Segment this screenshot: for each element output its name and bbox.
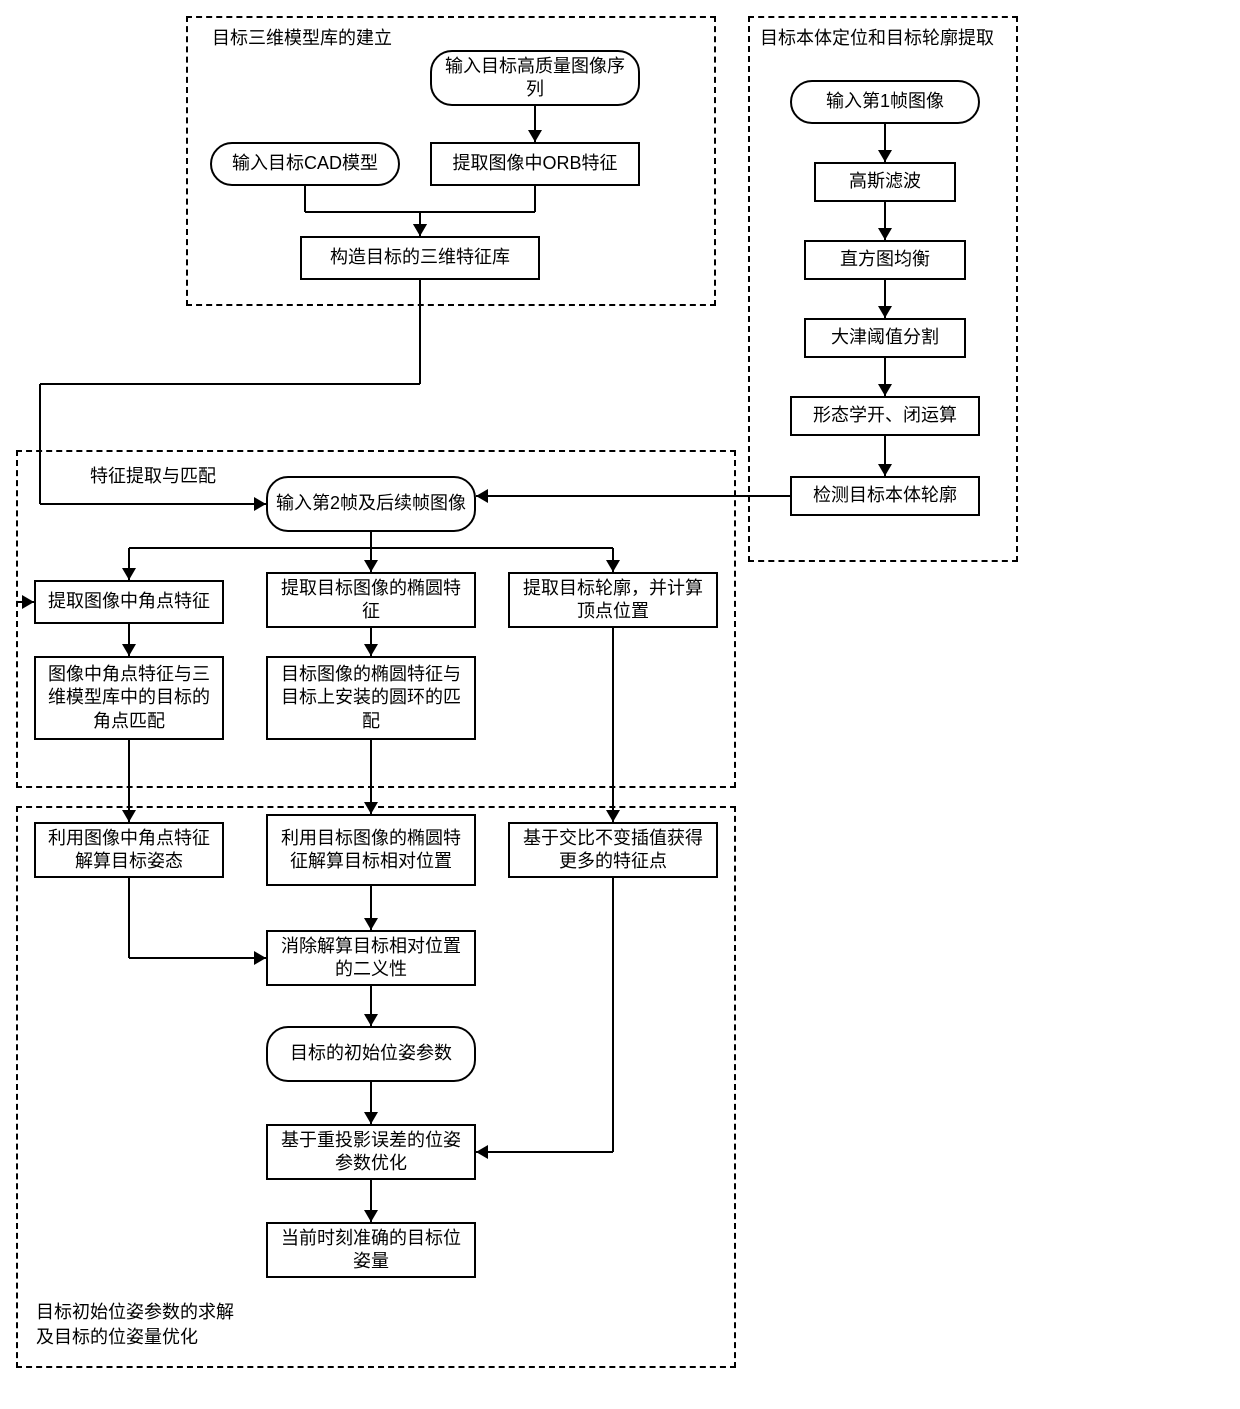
node-n2: 提取图像中ORB特征 — [430, 142, 640, 186]
node-n19: 基于交比不变插值获得更多的特征点 — [508, 822, 718, 878]
node-n5: 输入第1帧图像 — [790, 80, 980, 124]
node-n12: 提取图像中角点特征 — [34, 580, 224, 624]
node-n20: 消除解算目标相对位置的二义性 — [266, 930, 476, 986]
node-n21: 目标的初始位姿参数 — [266, 1026, 476, 1082]
flowchart-canvas: 目标三维模型库的建立 目标本体定位和目标轮廓提取特征提取与匹配目标初始位姿参数的求… — [0, 0, 1240, 1409]
group-title-g4: 目标初始位姿参数的求解及目标的位姿量优化 — [36, 1300, 246, 1350]
node-n9: 形态学开、闭运算 — [790, 396, 980, 436]
group-title-g2: 目标本体定位和目标轮廓提取 — [760, 24, 994, 50]
group-title-g3: 特征提取与匹配 — [90, 462, 216, 488]
node-n18: 利用目标图像的椭圆特征解算目标相对位置 — [266, 814, 476, 886]
node-n17: 利用图像中角点特征解算目标姿态 — [34, 822, 224, 878]
node-n3: 输入目标CAD模型 — [210, 142, 400, 186]
node-n11: 输入第2帧及后续帧图像 — [266, 476, 476, 532]
node-n10: 检测目标本体轮廓 — [790, 476, 980, 516]
node-n7: 直方图均衡 — [804, 240, 966, 280]
node-n1: 输入目标高质量图像序列 — [430, 50, 640, 106]
node-n23: 当前时刻准确的目标位姿量 — [266, 1222, 476, 1278]
node-n4: 构造目标的三维特征库 — [300, 236, 540, 280]
node-n6: 高斯滤波 — [814, 162, 956, 202]
node-n13: 提取目标图像的椭圆特征 — [266, 572, 476, 628]
node-n14: 提取目标轮廓，并计算顶点位置 — [508, 572, 718, 628]
node-n22: 基于重投影误差的位姿参数优化 — [266, 1124, 476, 1180]
node-n15: 图像中角点特征与三维模型库中的目标的角点匹配 — [34, 656, 224, 740]
group-g4 — [16, 806, 736, 1368]
node-n16: 目标图像的椭圆特征与目标上安装的圆环的匹配 — [266, 656, 476, 740]
node-n8: 大津阈值分割 — [804, 318, 966, 358]
group-title-g1: 目标三维模型库的建立 — [212, 24, 392, 50]
